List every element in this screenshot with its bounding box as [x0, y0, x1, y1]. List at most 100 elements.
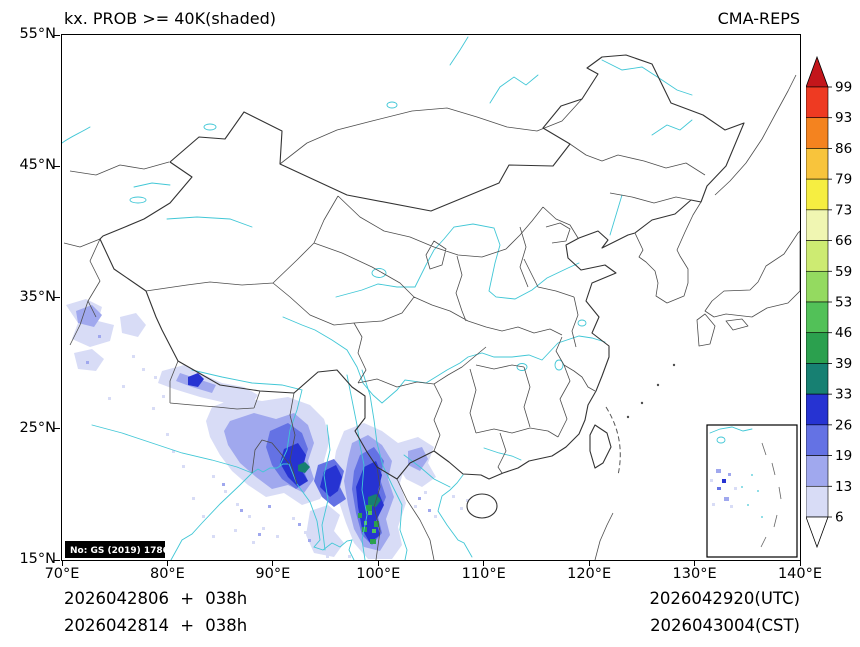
- qinghai-lake: [371, 268, 387, 278]
- yellow-river: [335, 223, 580, 300]
- colorbar-label: 99: [835, 80, 852, 96]
- map-approval-number: No: GS (2019) 1786: [70, 546, 169, 556]
- colorbar-label: 79: [835, 172, 852, 188]
- poyang-lake: [554, 359, 564, 371]
- map-canvas: No: GS (2019) 1786: [62, 36, 800, 560]
- x-tick-label: 110°E: [461, 566, 506, 582]
- ryukyu-island: [656, 383, 660, 387]
- colorbar-segment: [805, 424, 829, 456]
- x-tick-label: 140°E: [777, 566, 823, 582]
- map-approval-stamp: No: GS (2019) 1786: [65, 541, 169, 558]
- lake-baikal: [449, 36, 469, 66]
- dongting-lake: [516, 363, 528, 371]
- selenga-river: [489, 74, 539, 104]
- valid-time-cst: 2026043004(CST): [650, 616, 800, 635]
- ili-river: [133, 182, 171, 188]
- x-tick-mark: [61, 560, 63, 566]
- colorbar-label: 86: [835, 141, 852, 157]
- init-time-block: 2026042806 + 038h 2026042814 + 038h: [64, 585, 247, 639]
- inset-islands: [741, 474, 763, 518]
- colorbar-segment: [805, 393, 829, 426]
- x-tick-label: 130°E: [672, 566, 717, 582]
- colorbar-label: 59: [835, 264, 852, 280]
- colorbar-label: 53: [835, 295, 852, 311]
- colorbar-segment: [805, 270, 829, 303]
- x-tick-mark: [272, 560, 274, 566]
- x-tick-label: 100°E: [356, 566, 401, 582]
- colorbar-label: 73: [835, 202, 852, 218]
- red-river: [403, 454, 451, 488]
- x-tick-mark: [694, 560, 696, 566]
- chart-title: kx. PROB >= 40K(shaded): [64, 9, 276, 28]
- colorbar-canvas: 99 93 86 79 73 66 59 53 46 39 33 26 19 13 6: [805, 55, 852, 549]
- colorbar-label: 66: [835, 233, 852, 249]
- x-tick-mark: [588, 560, 590, 566]
- colorbar-label: 46: [835, 325, 852, 341]
- japan-shikoku: [725, 318, 749, 331]
- valid-time-utc: 2026042920(UTC): [649, 589, 800, 608]
- liao-river: [609, 194, 623, 236]
- y-tick-label: 25°N: [19, 419, 56, 436]
- y-tick-label: 35°N: [19, 288, 56, 305]
- colorbar-segment: [805, 178, 829, 211]
- colorbar-label: 19: [835, 448, 852, 464]
- valid-time-block: 2026042920(UTC) 2026043004(CST): [649, 585, 800, 639]
- ganges-river: [91, 424, 253, 474]
- russia-pacific-coast: [714, 74, 797, 196]
- province-boundaries: [145, 143, 706, 474]
- yangtze-river: [282, 316, 606, 404]
- y-tick-mark: [54, 297, 60, 298]
- x-tick-mark: [799, 560, 801, 566]
- nine-dash-line: [760, 442, 782, 548]
- tarim-river: [166, 216, 253, 228]
- colorbar-label: 26: [835, 417, 852, 433]
- x-tick-label: 70°E: [44, 566, 80, 582]
- probability-shading: [66, 299, 469, 559]
- init-time-line-utc: 2026042806 + 038h: [64, 589, 248, 608]
- x-tick-mark: [166, 560, 168, 566]
- japan-kyushu: [696, 313, 716, 347]
- lake-balkhash: [62, 126, 91, 144]
- colorbar-segment: [805, 455, 829, 487]
- x-tick-mark: [483, 560, 485, 566]
- y-tick-mark: [54, 559, 60, 561]
- x-tick-mark: [377, 560, 379, 566]
- china-outline: [99, 54, 745, 480]
- hainan-island: [466, 493, 498, 519]
- y-tick-label: 55°N: [19, 26, 56, 42]
- irrawaddy-river: [321, 424, 331, 551]
- foreign-boundaries: [63, 98, 583, 560]
- zaysan-lake: [203, 123, 217, 131]
- korea-coast: [634, 201, 702, 304]
- issyk-kul-lake: [129, 196, 147, 204]
- y-tick-mark: [54, 428, 60, 430]
- mekong-river: [361, 369, 408, 560]
- y-tick-label: 15°N: [19, 551, 56, 567]
- x-tick-label: 80°E: [149, 566, 185, 582]
- colorbar-label: 39: [835, 356, 852, 372]
- colorbar-segment: [805, 117, 829, 149]
- colorbar-segment: [805, 240, 829, 272]
- colorbar-segment: [805, 148, 829, 180]
- rivers-lakes-coastlines: [62, 36, 693, 560]
- map-frame: No: GS (2019) 1786: [61, 34, 801, 561]
- salween-river: [346, 374, 368, 560]
- y-tick-mark: [54, 34, 60, 36]
- uvs-lake: [386, 101, 398, 109]
- songhua-river: [651, 119, 693, 136]
- colorbar-segment: [805, 332, 829, 364]
- vietnam-coast: [437, 474, 473, 558]
- brahmaputra-river: [191, 369, 303, 466]
- maritime-dashed-line: [605, 406, 621, 476]
- colorbar: 99 93 86 79 73 66 59 53 46 39 33 26 19 13 6: [805, 55, 860, 559]
- colorbar-under-arrow: [805, 516, 829, 549]
- colorbar-label: 6: [835, 510, 844, 526]
- colorbar-segment: [805, 485, 829, 518]
- colorbar-segment: [805, 301, 829, 334]
- x-tick-label: 90°E: [255, 566, 291, 582]
- model-name: CMA-REPS: [717, 9, 800, 28]
- ryukyu-island: [640, 401, 644, 405]
- ryukyu-island: [672, 363, 676, 367]
- amur-river: [601, 59, 693, 96]
